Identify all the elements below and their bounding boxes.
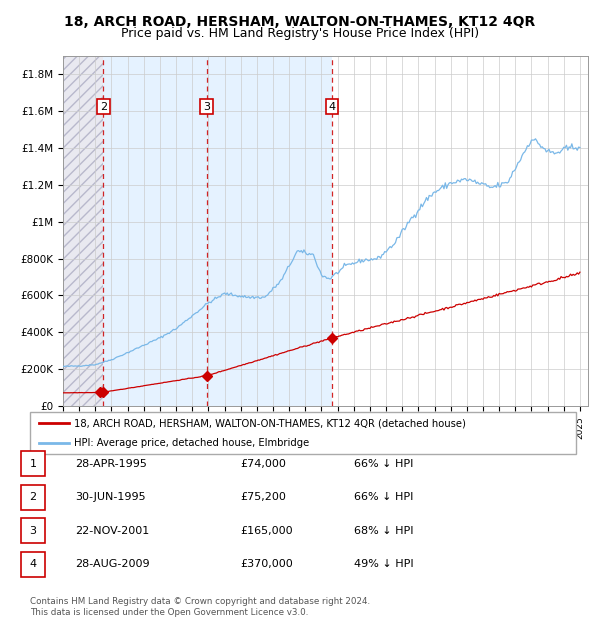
Text: £74,000: £74,000 [240,459,286,469]
Text: 22-NOV-2001: 22-NOV-2001 [75,526,149,536]
Text: 4: 4 [29,559,37,569]
Text: 3: 3 [29,526,37,536]
Text: 28-AUG-2009: 28-AUG-2009 [75,559,149,569]
Text: 66% ↓ HPI: 66% ↓ HPI [354,459,413,469]
Text: Contains HM Land Registry data © Crown copyright and database right 2024.
This d: Contains HM Land Registry data © Crown c… [30,598,370,617]
Text: £75,200: £75,200 [240,492,286,502]
Text: 66% ↓ HPI: 66% ↓ HPI [354,492,413,502]
Text: 18, ARCH ROAD, HERSHAM, WALTON-ON-THAMES, KT12 4QR (detached house): 18, ARCH ROAD, HERSHAM, WALTON-ON-THAMES… [74,418,466,428]
Text: 18, ARCH ROAD, HERSHAM, WALTON-ON-THAMES, KT12 4QR: 18, ARCH ROAD, HERSHAM, WALTON-ON-THAMES… [64,16,536,30]
Text: 4: 4 [329,102,335,112]
Bar [63,56,103,406]
Text: Price paid vs. HM Land Registry's House Price Index (HPI): Price paid vs. HM Land Registry's House … [121,27,479,40]
Bar [103,56,332,406]
Text: 49% ↓ HPI: 49% ↓ HPI [354,559,413,569]
Text: 68% ↓ HPI: 68% ↓ HPI [354,526,413,536]
Bar [63,56,103,406]
Text: 30-JUN-1995: 30-JUN-1995 [75,492,146,502]
Text: £165,000: £165,000 [240,526,293,536]
Text: 2: 2 [100,102,107,112]
Text: HPI: Average price, detached house, Elmbridge: HPI: Average price, detached house, Elmb… [74,438,309,448]
Text: 28-APR-1995: 28-APR-1995 [75,459,147,469]
Text: £370,000: £370,000 [240,559,293,569]
Text: 3: 3 [203,102,210,112]
Text: 1: 1 [29,459,37,469]
Text: 2: 2 [29,492,37,502]
